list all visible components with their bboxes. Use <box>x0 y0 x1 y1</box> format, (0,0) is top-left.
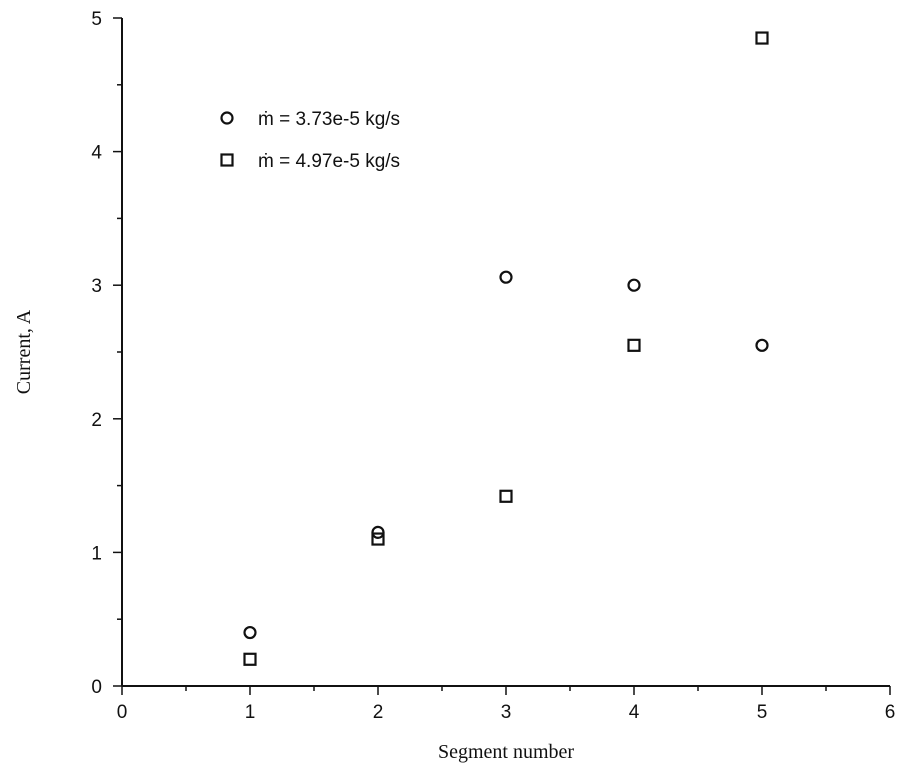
y-axis-label: Current, A <box>13 309 35 394</box>
square-point <box>499 489 513 503</box>
square-point <box>371 532 385 546</box>
x-axis-ticks: 0 1 2 3 4 5 6 <box>117 686 896 723</box>
circle-point <box>499 270 513 284</box>
square-point <box>243 652 257 666</box>
y-tick-label: 0 <box>91 677 102 698</box>
legend-label: ṁ = 3.73e-5 kg/s <box>258 109 400 130</box>
x-tick-label: 1 <box>245 702 256 723</box>
legend-square-marker <box>220 153 234 167</box>
y-tick-label: 4 <box>91 143 102 164</box>
y-tick-label: 1 <box>91 543 102 564</box>
x-tick-label: 3 <box>501 702 512 723</box>
square-point <box>627 338 641 352</box>
x-tick-label: 2 <box>373 702 384 723</box>
legend-label: ṁ = 4.97e-5 kg/s <box>258 151 400 172</box>
x-axis-label: Segment number <box>438 741 574 763</box>
x-tick-label: 5 <box>757 702 768 723</box>
circle-point <box>755 338 769 352</box>
circle-point <box>627 278 641 292</box>
legend-circle-marker <box>220 111 234 125</box>
square-point <box>755 31 769 45</box>
axes <box>121 18 890 687</box>
y-tick-label: 3 <box>91 276 102 297</box>
circle-point <box>243 625 257 640</box>
x-tick-label: 6 <box>885 702 896 723</box>
y-axis-ticks: 0 1 2 3 4 5 <box>91 9 122 698</box>
y-tick-label: 2 <box>91 410 102 431</box>
legend: ṁ = 3.73e-5 kg/s ṁ = 4.97e-5 kg/s <box>220 109 400 172</box>
data-points <box>243 31 769 666</box>
y-tick-label: 5 <box>91 9 102 30</box>
x-tick-label: 0 <box>117 702 128 723</box>
x-tick-label: 4 <box>629 702 640 723</box>
circle-point <box>371 525 385 539</box>
